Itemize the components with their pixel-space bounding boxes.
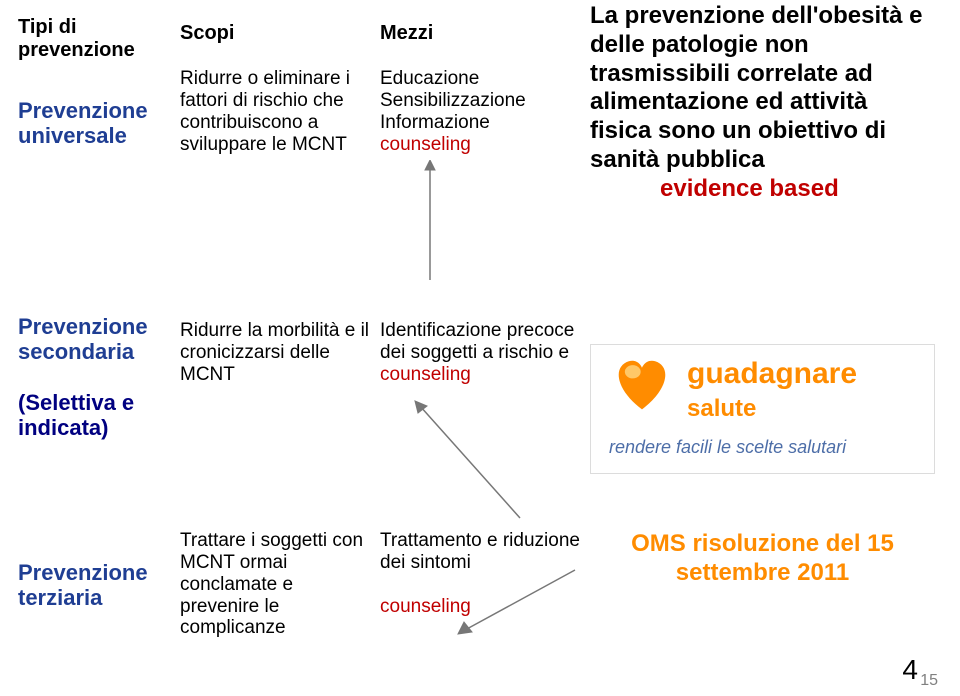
arrow-row3-icon (455, 560, 585, 640)
header-scopi: Scopi (180, 22, 370, 45)
row3-type: Prevenzione terziaria (18, 560, 168, 611)
headline-evidence: evidence based (660, 175, 839, 202)
header-tipi: Tipi di prevenzione (18, 16, 168, 62)
headline-main: La prevenzione dell'obesità e delle pato… (590, 2, 922, 173)
oms-resolution: OMS risoluzione del 15 settembre 2011 (590, 530, 935, 588)
row2-mezzi-text: Identificazione precoce dei soggetti a r… (380, 320, 574, 363)
row2-type: Prevenzione secondaria (Selettiva e indi… (18, 314, 168, 440)
heart-icon (609, 353, 675, 413)
row2-type-b: (Selettiva e indicata) (18, 390, 134, 440)
page-number-small: 15 (920, 672, 938, 690)
row1-type: Prevenzione universale (18, 98, 168, 149)
row1-mezzi-counseling: counseling (380, 134, 471, 155)
page-number-large: 4 (902, 654, 918, 686)
logo-tagline: rendere facili le scelte salutari (609, 437, 846, 458)
row2-mezzi: Identificazione precoce dei soggetti a r… (380, 320, 580, 386)
row3-scopi: Trattare i soggetti con MCNT ormai concl… (180, 530, 370, 639)
slide: Tipi di prevenzione Scopi Mezzi Prevenzi… (0, 0, 960, 696)
row2-type-a: Prevenzione secondaria (18, 314, 148, 364)
arrow-row2-icon (410, 398, 530, 528)
logo-title: guadagnare (687, 357, 857, 391)
row2-scopi: Ridurre la morbilità e il cronicizzarsi … (180, 320, 370, 386)
row1-mezzi-text: Educazione Sensibilizzazione Informazion… (380, 68, 526, 133)
header-mezzi: Mezzi (380, 22, 580, 45)
headline: La prevenzione dell'obesità e delle pato… (590, 2, 935, 204)
arrow-row1-icon (395, 160, 455, 290)
row1-mezzi: Educazione Sensibilizzazione Informazion… (380, 68, 580, 155)
logo-guadagnare-salute: guadagnare salute rendere facili le scel… (590, 344, 935, 474)
row1-scopi: Ridurre o eliminare i fattori di rischio… (180, 68, 370, 155)
logo-sub: salute (687, 395, 756, 423)
row2-mezzi-counseling: counseling (380, 364, 471, 385)
